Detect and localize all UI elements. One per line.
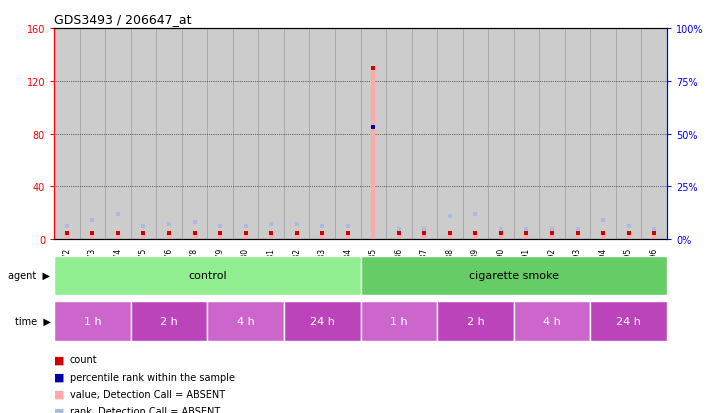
- Bar: [616, 29, 642, 240]
- Text: ■: ■: [54, 406, 65, 413]
- Bar: [335, 29, 360, 240]
- Bar: [233, 29, 258, 240]
- Bar: [386, 29, 412, 240]
- Bar: [79, 29, 105, 240]
- Text: 24 h: 24 h: [616, 316, 641, 326]
- Text: cigarette smoke: cigarette smoke: [469, 271, 559, 281]
- Bar: [309, 29, 335, 240]
- Bar: [513, 29, 539, 240]
- Bar: [539, 29, 565, 240]
- Text: count: count: [70, 354, 97, 364]
- Bar: [131, 29, 156, 240]
- Bar: [590, 301, 667, 341]
- Bar: [360, 256, 667, 295]
- Text: 1 h: 1 h: [84, 316, 101, 326]
- Bar: [590, 29, 616, 240]
- Text: GDS3493 / 206647_at: GDS3493 / 206647_at: [54, 13, 192, 26]
- Text: time  ▶: time ▶: [14, 316, 50, 326]
- Bar: [131, 301, 208, 341]
- Bar: [565, 29, 590, 240]
- Bar: [258, 29, 284, 240]
- Bar: [54, 256, 360, 295]
- Text: 4 h: 4 h: [543, 316, 561, 326]
- Text: agent  ▶: agent ▶: [9, 271, 50, 281]
- Text: 2 h: 2 h: [466, 316, 485, 326]
- Text: percentile rank within the sample: percentile rank within the sample: [70, 372, 235, 382]
- Text: ■: ■: [54, 389, 65, 399]
- Bar: [284, 29, 309, 240]
- Bar: [54, 29, 79, 240]
- Bar: [284, 301, 360, 341]
- Bar: [360, 301, 437, 341]
- Text: 1 h: 1 h: [390, 316, 407, 326]
- Text: 2 h: 2 h: [160, 316, 178, 326]
- Bar: [208, 29, 233, 240]
- Bar: [412, 29, 437, 240]
- Text: rank, Detection Call = ABSENT: rank, Detection Call = ABSENT: [70, 406, 220, 413]
- Bar: [182, 29, 208, 240]
- Text: ■: ■: [54, 372, 65, 382]
- Bar: [463, 29, 488, 240]
- Bar: [156, 29, 182, 240]
- Text: control: control: [188, 271, 226, 281]
- Bar: [513, 301, 590, 341]
- Bar: [54, 301, 131, 341]
- Bar: [208, 301, 284, 341]
- Text: ■: ■: [54, 354, 65, 364]
- Text: 24 h: 24 h: [310, 316, 335, 326]
- Text: 4 h: 4 h: [236, 316, 255, 326]
- Text: value, Detection Call = ABSENT: value, Detection Call = ABSENT: [70, 389, 225, 399]
- Bar: [642, 29, 667, 240]
- Bar: [105, 29, 131, 240]
- Bar: [488, 29, 514, 240]
- Bar: [360, 29, 386, 240]
- Bar: [437, 29, 463, 240]
- Bar: [437, 301, 513, 341]
